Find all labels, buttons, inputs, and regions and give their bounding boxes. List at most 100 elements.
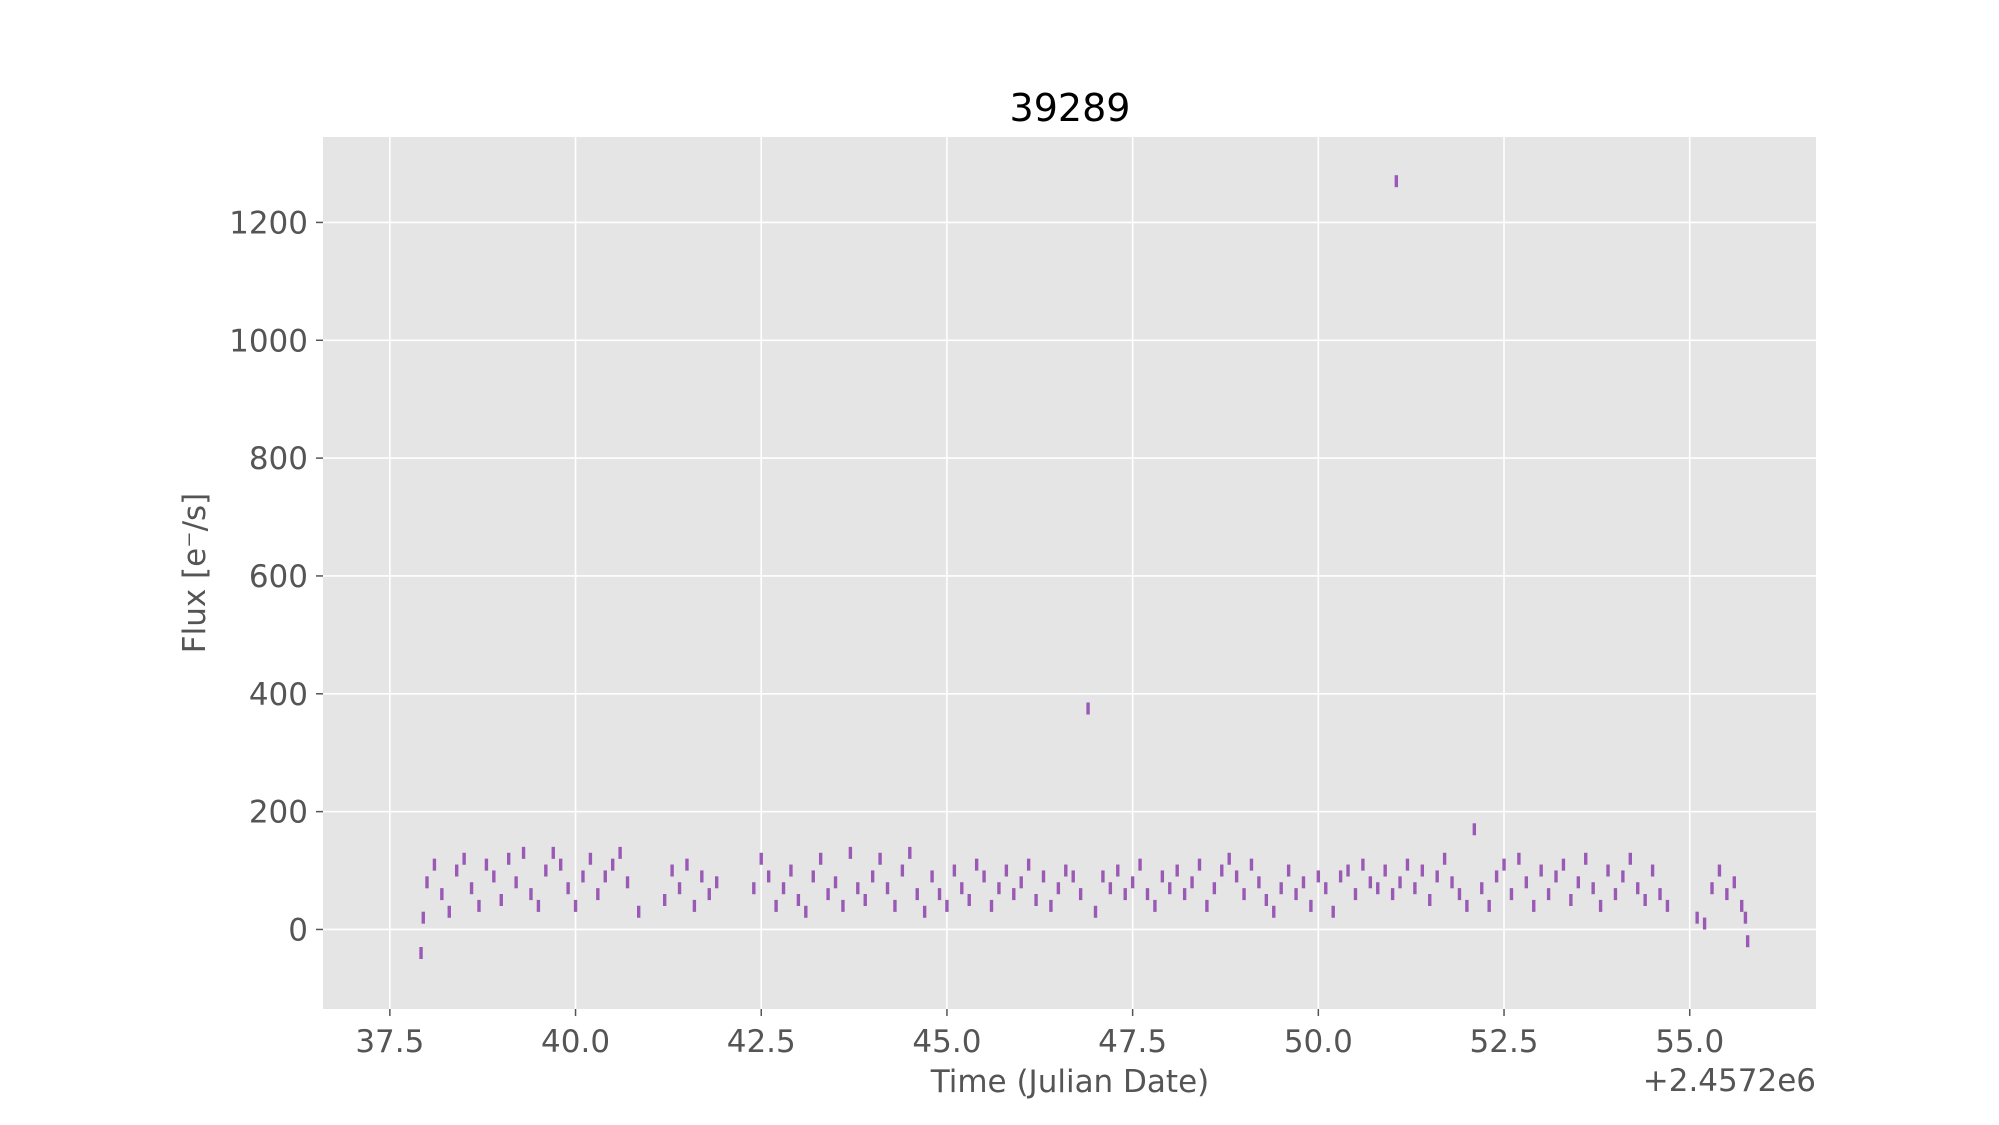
data-point: [1242, 888, 1246, 901]
data-point: [1160, 870, 1165, 883]
data-point: [469, 882, 474, 895]
data-point: [1383, 864, 1387, 877]
data-point: [774, 899, 778, 912]
data-point: [462, 852, 466, 865]
data-point: [1346, 864, 1350, 877]
data-point: [558, 858, 563, 871]
data-point: [915, 888, 919, 901]
data-point: [1598, 899, 1603, 912]
data-point: [1138, 858, 1142, 871]
data-point: [1398, 876, 1402, 889]
data-point: [930, 870, 934, 883]
data-point: [1145, 888, 1150, 901]
data-point: [440, 888, 444, 901]
data-point: [1234, 870, 1239, 883]
y-tick-label: 800: [249, 441, 308, 477]
data-point: [514, 876, 518, 889]
y-tick-label: 600: [249, 559, 308, 595]
data-point: [625, 876, 630, 889]
data-point: [432, 858, 437, 871]
data-point: [1576, 876, 1581, 889]
data-point: [1621, 870, 1625, 883]
data-point: [1394, 175, 1399, 188]
data-point: [974, 858, 979, 871]
data-point: [1480, 882, 1484, 895]
data-point: [455, 864, 459, 877]
data-point: [1182, 888, 1187, 901]
x-axis-label: Time (Julian Date): [930, 1064, 1210, 1100]
data-point: [1294, 888, 1298, 901]
data-point: [1205, 899, 1209, 912]
data-point: [1658, 888, 1662, 901]
data-point: [878, 852, 882, 865]
data-point: [603, 870, 607, 883]
data-point: [982, 870, 986, 883]
data-point: [1465, 899, 1469, 912]
data-point: [1249, 858, 1254, 871]
data-point: [863, 894, 867, 906]
data-point: [1695, 911, 1699, 924]
x-offset-label: +2.4572e6: [1643, 1063, 1816, 1099]
data-point: [1494, 870, 1499, 883]
y-tick-label: 400: [249, 677, 308, 713]
data-point: [506, 852, 511, 865]
data-point: [421, 911, 425, 924]
data-point: [1405, 858, 1410, 871]
data-point: [529, 888, 533, 901]
x-tick-label: 45.0: [912, 1024, 981, 1060]
data-point: [484, 858, 489, 871]
data-point: [945, 899, 949, 912]
data-point: [588, 852, 593, 865]
data-point: [1546, 888, 1551, 901]
data-point: [1078, 888, 1083, 901]
data-point: [1725, 888, 1729, 901]
data-point: [1665, 899, 1670, 912]
data-point: [1420, 864, 1425, 877]
x-tick-label: 50.0: [1284, 1024, 1353, 1060]
data-point: [789, 864, 793, 877]
data-point: [700, 870, 704, 883]
data-point: [1428, 894, 1432, 906]
data-point: [1004, 864, 1009, 877]
data-point: [1019, 876, 1023, 889]
data-point: [1368, 876, 1373, 889]
x-tick-label: 55.0: [1655, 1024, 1724, 1060]
data-point: [1108, 882, 1113, 895]
data-point: [1034, 894, 1038, 906]
y-tick-label: 1000: [229, 323, 308, 359]
data-point: [1487, 899, 1491, 912]
data-point: [1257, 876, 1261, 889]
data-point: [1168, 882, 1172, 895]
data-point: [1331, 905, 1335, 918]
data-point: [1643, 894, 1647, 906]
x-tick-label: 42.5: [727, 1024, 796, 1060]
data-point: [1524, 876, 1529, 889]
data-point: [536, 899, 541, 912]
data-point: [1130, 876, 1135, 889]
data-point: [1353, 888, 1358, 901]
data-point: [833, 876, 838, 889]
data-point: [1509, 888, 1514, 901]
data-point: [960, 882, 964, 895]
y-tick-label: 200: [249, 795, 308, 831]
data-point: [1472, 823, 1477, 836]
data-point: [1264, 894, 1269, 906]
x-axis-ticks: 37.5 40.0 42.5 45.0 47.5 50.0 52.5 55.0: [355, 1009, 1724, 1060]
data-point: [1338, 870, 1343, 883]
data-point: [1554, 870, 1558, 883]
data-point: [1745, 935, 1750, 948]
data-point: [1123, 888, 1127, 901]
plot-area: [323, 137, 1816, 1009]
data-point: [1116, 864, 1120, 877]
y-axis-ticks: 0 200 400 600 800 1000 1200: [229, 205, 323, 948]
data-points: [419, 175, 1750, 960]
data-point: [922, 905, 927, 918]
data-point: [1517, 852, 1521, 865]
data-point: [1435, 870, 1439, 883]
data-point: [477, 899, 481, 912]
data-point: [1190, 876, 1194, 889]
data-point: [492, 870, 496, 883]
data-point: [848, 846, 853, 859]
data-point: [714, 876, 719, 889]
data-point: [1702, 917, 1707, 930]
